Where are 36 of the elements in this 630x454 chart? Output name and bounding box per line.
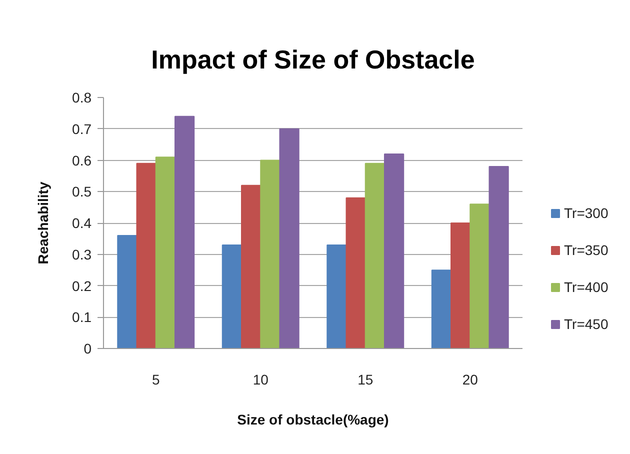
bar bbox=[174, 116, 195, 348]
x-axis-title: Size of obstacle(%age) bbox=[237, 412, 389, 428]
bar bbox=[241, 184, 262, 348]
x-tick-label: 10 bbox=[252, 372, 269, 388]
y-tick-label: 0.2 bbox=[72, 278, 92, 294]
x-tick-label: 5 bbox=[152, 372, 160, 388]
bar bbox=[136, 162, 156, 348]
y-tick-label: 0.8 bbox=[72, 90, 92, 106]
y-tick-label: 0 bbox=[84, 340, 92, 356]
bar bbox=[431, 270, 452, 348]
y-tick-label: 0.4 bbox=[72, 215, 92, 231]
chart-title: Impact of Size of Obstacle bbox=[151, 44, 475, 74]
y-tick-label: 0.6 bbox=[72, 152, 92, 168]
bar bbox=[384, 153, 404, 348]
bar bbox=[470, 204, 490, 348]
y-tick-label: 0.7 bbox=[72, 120, 92, 137]
x-tick-label: 20 bbox=[462, 372, 478, 388]
legend-label: Tr=350 bbox=[564, 242, 608, 258]
bar bbox=[260, 160, 280, 348]
bar bbox=[364, 162, 385, 348]
bar bbox=[346, 197, 366, 348]
bar bbox=[117, 235, 138, 348]
legend-label: Tr=300 bbox=[564, 205, 608, 221]
legend-label: Tr=400 bbox=[564, 279, 608, 295]
legend-label: Tr=450 bbox=[564, 316, 608, 332]
bar bbox=[222, 244, 242, 348]
y-tick-label: 0.3 bbox=[72, 246, 92, 262]
bar bbox=[279, 128, 300, 348]
bar bbox=[450, 222, 471, 348]
x-tick-label: 15 bbox=[358, 372, 374, 388]
bar bbox=[488, 166, 509, 348]
y-tick-label: 0.5 bbox=[72, 184, 92, 200]
y-axis-title: Reachability bbox=[35, 182, 52, 264]
bar bbox=[326, 244, 347, 348]
bar bbox=[155, 156, 176, 348]
y-tick-label: 0.1 bbox=[72, 309, 92, 326]
